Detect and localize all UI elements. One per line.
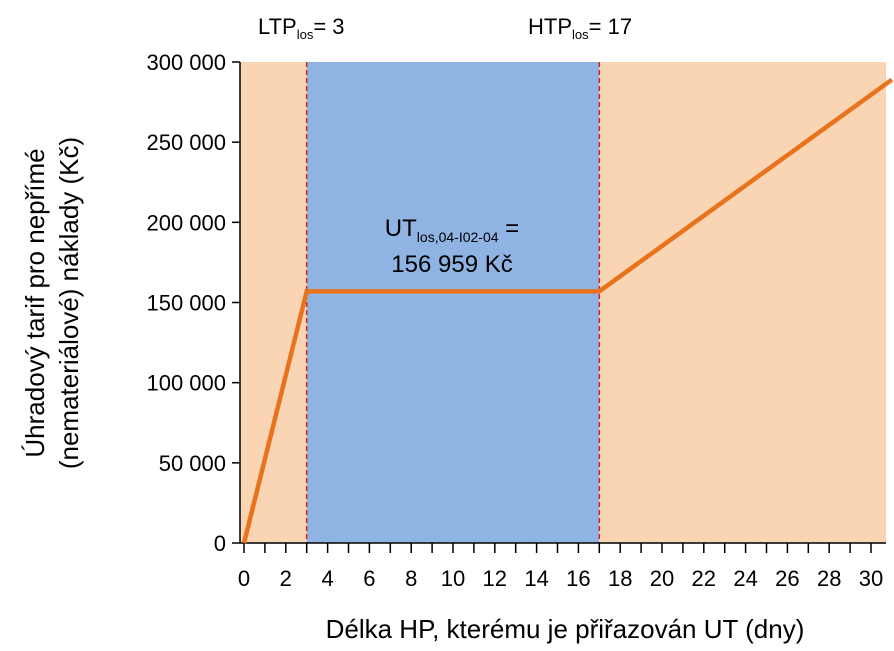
- x-tick-label-15: 30: [859, 566, 883, 591]
- marker-label-sub-0: los: [297, 27, 314, 42]
- x-tick-label-8: 16: [566, 566, 590, 591]
- region-0: [240, 62, 307, 543]
- ut-annotation-main: UT: [385, 215, 417, 242]
- y-tick-label-6: 300 000: [146, 50, 226, 75]
- marker-label-main-1: HTP: [528, 14, 572, 39]
- ut-annotation-line-2: 156 959 Kč: [391, 251, 512, 278]
- y-tick-label-3: 150 000: [146, 291, 226, 316]
- x-tick-label-6: 12: [483, 566, 507, 591]
- y-tick-label-5: 250 000: [146, 130, 226, 155]
- x-tick-label-13: 26: [775, 566, 799, 591]
- y-tick-label-0: 0: [214, 531, 226, 556]
- x-tick-label-4: 8: [405, 566, 417, 591]
- axes: [232, 61, 886, 553]
- tick-labels: 0 50 000 100 000 150 000 200 000 250 000 300 0…: [146, 50, 883, 591]
- marker-label-0: LTPlos= 3: [258, 14, 345, 42]
- y-tick-label-4: 200 000: [146, 210, 226, 235]
- shaded-regions: [240, 62, 886, 543]
- x-tick-label-0: 0: [238, 566, 250, 591]
- x-tick-label-3: 6: [363, 566, 375, 591]
- y-tick-label-1: 50 000: [159, 451, 226, 476]
- x-tick-label-11: 22: [692, 566, 716, 591]
- labels: Délka HP, kterému je přiřazován UT (dny)…: [20, 137, 804, 644]
- region-2: [599, 62, 886, 543]
- x-tick-label-9: 18: [608, 566, 632, 591]
- ut-annotation-sub: los,04-I02-04: [417, 229, 499, 245]
- x-tick-label-14: 28: [817, 566, 841, 591]
- y-tick-label-2: 100 000: [146, 371, 226, 396]
- series: [241, 77, 894, 544]
- x-tick-label-12: 24: [733, 566, 757, 591]
- x-tick-label-5: 10: [441, 566, 465, 591]
- series-line-0: [241, 77, 894, 544]
- ut-annotation-rest: =: [499, 215, 520, 242]
- y-axis-title-line-2: (nemateriálové) náklady (Kč): [54, 137, 84, 469]
- x-tick-label-10: 20: [650, 566, 674, 591]
- x-tick-label-7: 14: [524, 566, 548, 591]
- y-axis-title-line-1: Úhradový tarif pro nepřímé: [20, 148, 50, 457]
- x-tick-label-2: 4: [321, 566, 333, 591]
- marker-label-rest-1: = 17: [589, 14, 632, 39]
- region-1: [306, 62, 600, 543]
- marker-label-main-0: LTP: [258, 14, 297, 39]
- ut-annotation-line-1: UTlos,04-I02-04 =: [385, 215, 519, 245]
- marker-label-sub-1: los: [572, 27, 589, 42]
- x-tick-label-1: 2: [280, 566, 292, 591]
- marker-label-1: HTPlos= 17: [528, 14, 632, 42]
- threshold-markers: [305, 62, 601, 553]
- x-axis-title: Délka HP, kterému je přiřazován UT (dny): [326, 614, 805, 644]
- marker-label-rest-0: = 3: [313, 14, 344, 39]
